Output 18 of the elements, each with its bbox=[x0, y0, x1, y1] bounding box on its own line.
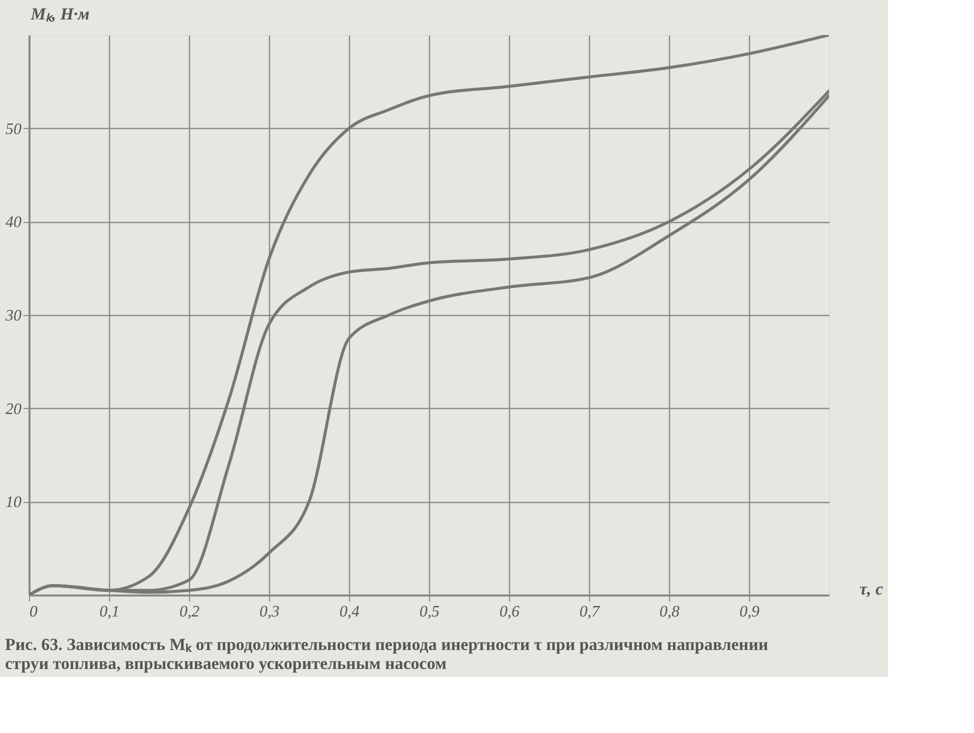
y-tick-label: 50 bbox=[6, 120, 22, 138]
y-tick-label: 20 bbox=[6, 400, 22, 418]
y-tick-label: 10 bbox=[6, 494, 22, 512]
x-axis-title: τ, с bbox=[860, 580, 884, 598]
x-tick-label: 0,5 bbox=[420, 604, 440, 620]
text: Рис. 63. Зависимость Mₖ от продолжительности периода инертности τ при различном направлении струи топлива, впрыскиваемого ускорительным насосом bbox=[5, 635, 768, 673]
x-tick-label: 0,9 bbox=[740, 604, 760, 620]
x-tick-label: 0,4 bbox=[340, 604, 360, 620]
x-tick-label: 0,6 bbox=[500, 604, 520, 620]
y-tick-label: 30 bbox=[4, 308, 22, 324]
x-tick-label: 0,8 bbox=[660, 604, 680, 620]
x-tick-label: 0,1 bbox=[100, 604, 120, 620]
x-tick-label: 0,3 bbox=[260, 604, 280, 620]
y-axis-title: Mₖ, Н·м bbox=[30, 4, 90, 24]
x-tick-label: 0,2 bbox=[180, 604, 200, 620]
y-tick-label: 40 bbox=[6, 214, 22, 232]
x-tick-label: 0 bbox=[30, 604, 38, 620]
x-tick-label: 0,7 bbox=[580, 604, 600, 620]
